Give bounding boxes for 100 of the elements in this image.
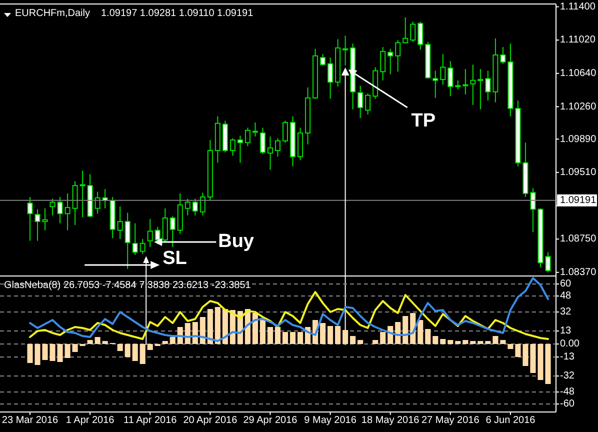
bar [500, 340, 506, 344]
bar [485, 341, 491, 344]
y-tick-label: 1.10260 [560, 101, 597, 112]
bar [425, 329, 431, 344]
bar [350, 336, 356, 344]
candlestick [42, 208, 48, 231]
candlestick [282, 120, 288, 144]
candlestick [162, 208, 168, 244]
candlestick [530, 188, 536, 233]
y-tick-label: 48 [560, 290, 572, 302]
bar [274, 327, 281, 344]
y-tick-label: 1.11020 [560, 34, 596, 46]
candlestick [545, 252, 551, 273]
bar [214, 307, 220, 344]
candlestick [320, 54, 326, 66]
annotation: SL [162, 248, 188, 270]
bar [432, 336, 438, 344]
candlestick [440, 54, 446, 86]
bar [102, 341, 108, 344]
bar [358, 340, 364, 344]
bar [380, 332, 386, 344]
bar [162, 341, 168, 344]
y-tick-label: 60 [560, 278, 572, 290]
candlestick [147, 218, 153, 248]
x-tick-label: 23 Mar 2016 [2, 415, 59, 426]
ref-line-label: 1.09191 [560, 195, 597, 206]
candlestick [170, 216, 176, 248]
x-tick-label: 29 Apr 2016 [243, 415, 298, 426]
chart-title: EURCHFm,Daily [15, 8, 90, 19]
y-tick-label: -32 [560, 370, 575, 382]
candlestick [192, 198, 198, 216]
candlestick [184, 198, 190, 216]
candlestick [478, 68, 484, 110]
y-tick-label: -13 [560, 352, 575, 363]
y-tick-label: 1.11400 [560, 1, 596, 12]
candlestick [462, 68, 468, 95]
x-tick-label: 11 Apr 2016 [124, 415, 178, 426]
candlestick [418, 21, 424, 50]
candlestick [80, 170, 86, 218]
candlestick [260, 127, 266, 155]
candlestick [27, 196, 33, 242]
candlestick [94, 191, 100, 214]
candlestick [117, 206, 123, 240]
bar [508, 344, 514, 349]
candlestick [124, 212, 130, 270]
bar [418, 320, 424, 344]
candlestick [237, 135, 243, 164]
candlestick [402, 16, 408, 44]
bar [455, 341, 461, 344]
candlestick [244, 127, 250, 147]
candlestick [200, 192, 206, 216]
bar [252, 313, 258, 344]
y-tick-label: 0.00 [560, 338, 580, 350]
candlestick [252, 122, 258, 137]
candlestick [267, 136, 273, 170]
bar [515, 344, 521, 357]
candlestick [388, 48, 394, 75]
bar [94, 337, 100, 344]
bar [140, 344, 146, 364]
y-tick-label: 1.09890 [560, 134, 597, 145]
candlestick [470, 64, 476, 106]
candlestick [298, 127, 304, 161]
bar [64, 344, 70, 358]
candlestick [274, 138, 280, 158]
bar [342, 330, 348, 344]
bar [72, 344, 78, 352]
bar [395, 322, 401, 344]
bar [328, 326, 334, 344]
bar [147, 344, 153, 350]
bar [57, 344, 63, 362]
candlestick [230, 138, 236, 156]
bar [478, 341, 484, 344]
candlestick [72, 180, 78, 226]
annotation: TP [411, 110, 436, 132]
bar [260, 318, 266, 344]
bar [372, 340, 378, 344]
bar [462, 340, 468, 344]
x-tick-label: 20 Apr 2016 [183, 415, 238, 426]
candlestick [365, 93, 371, 116]
bar [290, 332, 296, 344]
candlestick [57, 196, 63, 224]
candlestick [328, 57, 334, 100]
annotation: Buy [218, 231, 254, 252]
candlestick [34, 208, 40, 242]
candlestick [64, 192, 70, 231]
y-tick-label: 1.09510 [560, 167, 597, 178]
bar [448, 340, 454, 344]
y-tick-label: -60 [560, 398, 575, 410]
bar [192, 322, 198, 344]
x-tick-label: 27 May 2016 [421, 415, 480, 426]
x-tick-label: 9 May 2016 [304, 415, 357, 426]
y-tick-label: 1.08750 [560, 234, 597, 245]
y-tick-label: 13 [560, 326, 572, 337]
candlestick [342, 35, 348, 66]
candlestick [410, 21, 416, 42]
candlestick [380, 46, 386, 81]
bar [170, 337, 176, 344]
candlestick [448, 60, 454, 97]
bar [440, 339, 446, 344]
x-tick-label: 1 Apr 2016 [66, 415, 115, 426]
